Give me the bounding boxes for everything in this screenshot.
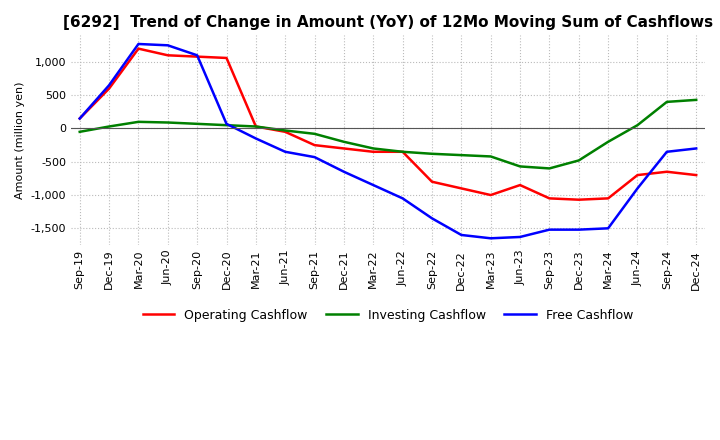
Free Cashflow	[281, 149, 289, 154]
Investing Cashflow	[76, 129, 84, 135]
Operating Cashflow	[633, 172, 642, 178]
Investing Cashflow	[662, 99, 671, 105]
Free Cashflow	[222, 121, 231, 126]
Title: [6292]  Trend of Change in Amount (YoY) of 12Mo Moving Sum of Cashflows: [6292] Trend of Change in Amount (YoY) o…	[63, 15, 713, 30]
Free Cashflow	[604, 226, 613, 231]
Free Cashflow	[340, 169, 348, 174]
Free Cashflow	[398, 196, 407, 201]
Investing Cashflow	[134, 119, 143, 125]
Free Cashflow	[76, 116, 84, 121]
Investing Cashflow	[545, 166, 554, 171]
Investing Cashflow	[575, 158, 583, 163]
Investing Cashflow	[310, 131, 319, 136]
Free Cashflow	[457, 232, 466, 238]
Investing Cashflow	[692, 97, 701, 103]
Investing Cashflow	[222, 122, 231, 128]
Investing Cashflow	[604, 139, 613, 144]
Investing Cashflow	[457, 153, 466, 158]
Free Cashflow	[487, 236, 495, 241]
Free Cashflow	[633, 186, 642, 191]
Investing Cashflow	[487, 154, 495, 159]
Investing Cashflow	[193, 121, 202, 126]
Legend: Operating Cashflow, Investing Cashflow, Free Cashflow: Operating Cashflow, Investing Cashflow, …	[138, 304, 638, 327]
Free Cashflow	[310, 154, 319, 160]
Operating Cashflow	[487, 192, 495, 198]
Free Cashflow	[104, 83, 113, 88]
Free Cashflow	[545, 227, 554, 232]
Operating Cashflow	[457, 186, 466, 191]
Investing Cashflow	[104, 124, 113, 129]
Operating Cashflow	[104, 86, 113, 91]
Investing Cashflow	[516, 164, 524, 169]
Investing Cashflow	[633, 122, 642, 128]
Free Cashflow	[163, 43, 172, 48]
Free Cashflow	[692, 146, 701, 151]
Operating Cashflow	[310, 143, 319, 148]
Free Cashflow	[369, 183, 377, 188]
Operating Cashflow	[163, 53, 172, 58]
Operating Cashflow	[369, 149, 377, 154]
Operating Cashflow	[134, 46, 143, 51]
Operating Cashflow	[340, 146, 348, 151]
Y-axis label: Amount (million yen): Amount (million yen)	[15, 81, 25, 199]
Operating Cashflow	[692, 172, 701, 178]
Operating Cashflow	[545, 196, 554, 201]
Operating Cashflow	[662, 169, 671, 174]
Investing Cashflow	[251, 124, 260, 129]
Operating Cashflow	[251, 124, 260, 129]
Free Cashflow	[193, 53, 202, 58]
Operating Cashflow	[222, 55, 231, 61]
Investing Cashflow	[398, 149, 407, 154]
Operating Cashflow	[428, 179, 436, 184]
Line: Investing Cashflow: Investing Cashflow	[80, 100, 696, 169]
Investing Cashflow	[428, 151, 436, 157]
Investing Cashflow	[369, 146, 377, 151]
Operating Cashflow	[76, 116, 84, 121]
Free Cashflow	[134, 41, 143, 47]
Operating Cashflow	[193, 54, 202, 59]
Free Cashflow	[662, 149, 671, 154]
Operating Cashflow	[281, 129, 289, 135]
Operating Cashflow	[604, 196, 613, 201]
Operating Cashflow	[575, 197, 583, 202]
Line: Operating Cashflow: Operating Cashflow	[80, 49, 696, 200]
Line: Free Cashflow: Free Cashflow	[80, 44, 696, 238]
Free Cashflow	[428, 216, 436, 221]
Free Cashflow	[251, 136, 260, 141]
Operating Cashflow	[516, 183, 524, 188]
Investing Cashflow	[281, 128, 289, 133]
Free Cashflow	[575, 227, 583, 232]
Operating Cashflow	[398, 149, 407, 154]
Free Cashflow	[516, 235, 524, 240]
Investing Cashflow	[340, 139, 348, 144]
Investing Cashflow	[163, 120, 172, 125]
